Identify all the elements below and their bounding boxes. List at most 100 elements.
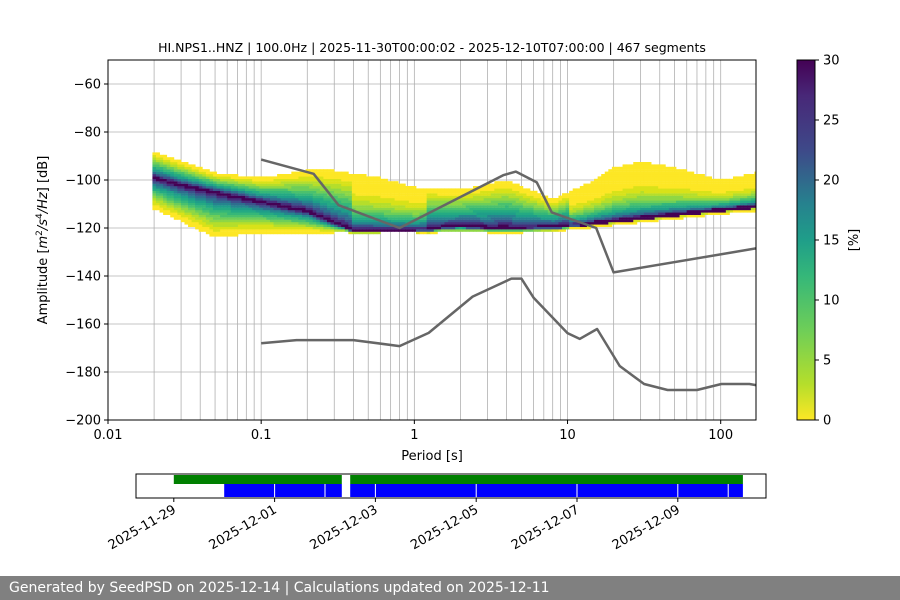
heatmap-cell: [387, 181, 392, 184]
heatmap-cell: [433, 224, 438, 227]
heatmap-cell: [675, 181, 680, 184]
heatmap-cell: [622, 198, 627, 201]
heatmap-cell: [202, 195, 207, 199]
heatmap-cell: [743, 174, 748, 177]
heatmap-cell: [579, 207, 584, 211]
heatmap-cell: [280, 224, 285, 227]
heatmap-cell: [512, 217, 517, 220]
heatmap-cell: [298, 178, 303, 182]
heatmap-cell: [341, 210, 346, 213]
heatmap-cell: [191, 219, 196, 223]
heatmap-cell: [366, 193, 371, 196]
heatmap-cell: [704, 200, 709, 203]
heatmap-cell: [205, 226, 210, 230]
heatmap-cell: [505, 193, 509, 196]
heatmap-cell: [590, 219, 595, 223]
heatmap-cell: [458, 214, 463, 218]
heatmap-cell: [284, 231, 289, 235]
heatmap-cell: [408, 186, 413, 189]
heatmap-cell: [155, 162, 160, 165]
heatmap-cell: [351, 229, 356, 232]
heatmap-cell: [380, 229, 385, 232]
heatmap-cell: [177, 200, 182, 203]
heatmap-cell: [668, 171, 673, 175]
heatmap-cell: [437, 210, 442, 213]
heatmap-cell: [188, 214, 193, 218]
heatmap-cell: [729, 202, 734, 206]
heatmap-cell: [515, 214, 520, 218]
heatmap-cell: [195, 176, 200, 179]
heatmap-cell: [619, 181, 623, 184]
heatmap-cell: [665, 200, 670, 203]
heatmap-cell: [362, 188, 367, 191]
heatmap-cell: [611, 210, 616, 213]
heatmap-cell: [383, 224, 388, 227]
heatmap-cell: [344, 181, 349, 184]
heatmap-cell: [234, 174, 239, 177]
heatmap-cell: [334, 210, 339, 213]
heatmap-cell: [323, 171, 328, 175]
heatmap-cell: [654, 212, 659, 215]
heatmap-cell: [551, 224, 556, 227]
heatmap-cell: [718, 200, 723, 203]
heatmap-cell: [697, 190, 702, 194]
heatmap-cell: [619, 190, 623, 194]
heatmap-cell: [323, 176, 328, 179]
heatmap-cell: [750, 200, 755, 203]
heatmap-cell: [255, 188, 260, 191]
heatmap-cell: [341, 202, 346, 206]
heatmap-cell: [323, 193, 328, 196]
heatmap-cell: [166, 164, 171, 167]
heatmap-cell: [309, 212, 314, 215]
heatmap-cell: [594, 193, 599, 196]
heatmap-cell: [198, 198, 203, 201]
heatmap-cell: [594, 224, 599, 227]
heatmap-cell: [305, 222, 310, 225]
heatmap-cell: [334, 171, 339, 175]
heatmap-cell: [163, 174, 168, 177]
heatmap-cell: [237, 198, 242, 201]
heatmap-cell: [455, 226, 460, 230]
heatmap-cell: [465, 222, 470, 225]
heatmap-cell: [216, 219, 221, 223]
heatmap-cell: [494, 212, 499, 215]
heatmap-cell: [619, 169, 623, 172]
heatmap-cell: [255, 190, 260, 194]
heatmap-cell: [309, 176, 314, 179]
heatmap-cell: [579, 214, 584, 218]
heatmap-cell: [711, 202, 716, 206]
heatmap-cell: [480, 190, 485, 194]
heatmap-cell: [408, 193, 413, 196]
heatmap-cell: [444, 226, 449, 230]
heatmap-cell: [526, 229, 531, 232]
heatmap-cell: [487, 193, 492, 196]
heatmap-cell: [740, 193, 745, 196]
heatmap-cell: [184, 169, 189, 172]
heatmap-cell: [166, 166, 171, 170]
heatmap-cell: [159, 164, 164, 167]
heatmap-cell: [220, 190, 225, 194]
heatmap-cell: [252, 198, 257, 201]
heatmap-cell: [501, 207, 506, 211]
heatmap-cell: [426, 188, 431, 191]
heatmap-cell: [216, 183, 221, 187]
heatmap-cell: [608, 212, 613, 215]
heatmap-cell: [715, 193, 720, 196]
heatmap-cell: [426, 210, 431, 213]
heatmap-cell: [212, 198, 217, 201]
heatmap-cell: [487, 217, 492, 220]
heatmap-cell: [423, 231, 428, 235]
heatmap-cell: [569, 226, 574, 230]
heatmap-cell: [291, 202, 296, 206]
heatmap-cell: [643, 190, 648, 194]
heatmap-cell: [166, 207, 171, 211]
heatmap-cell: [505, 231, 509, 235]
heatmap-cell: [690, 195, 695, 199]
heatmap-cell: [209, 205, 214, 208]
heatmap-cell: [269, 188, 274, 191]
heatmap-cell: [209, 193, 214, 196]
heatmap-cell: [672, 217, 677, 220]
heatmap-cell: [248, 229, 253, 232]
heatmap-cell: [212, 214, 217, 218]
